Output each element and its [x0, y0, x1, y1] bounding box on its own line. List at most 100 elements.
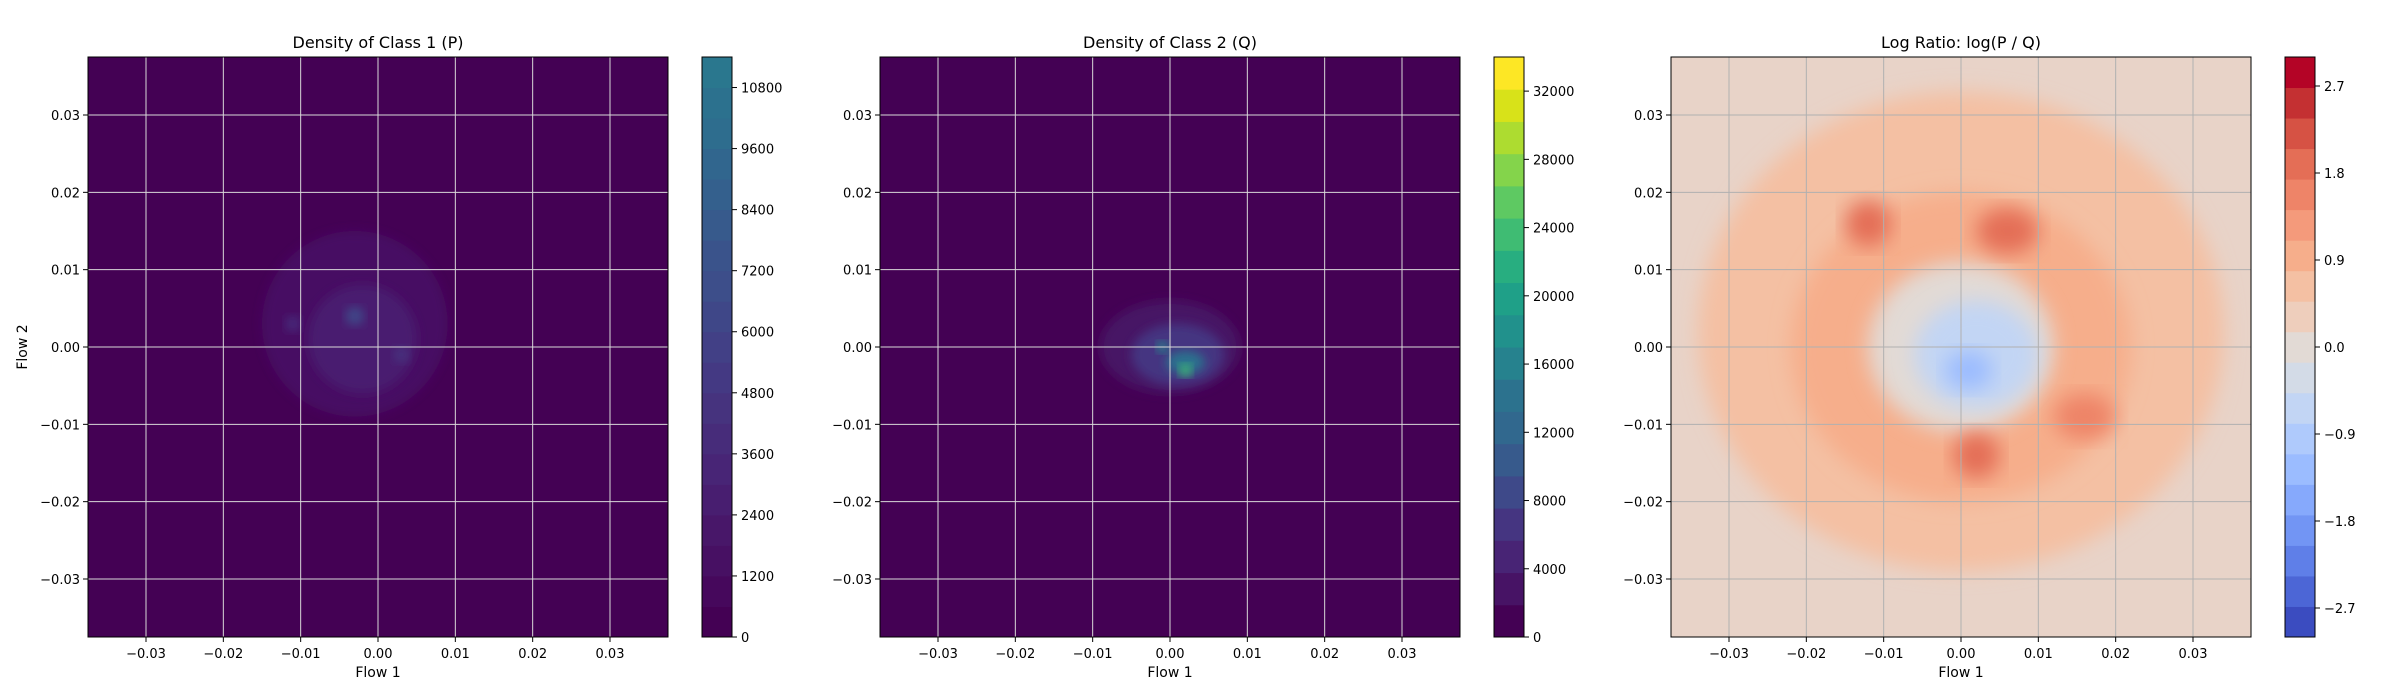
colorbar-band	[702, 87, 732, 119]
y-tick-label: 0.00	[51, 341, 80, 356]
y-tick-label: 0.01	[51, 264, 80, 279]
density-blob	[1945, 350, 1992, 390]
colorbar-band	[702, 514, 732, 546]
y-tick-label: −0.01	[40, 418, 80, 433]
chart-title: Log Ratio: log(P / Q)	[1881, 33, 2041, 52]
panel-density-p: Density of Class 1 (P) −0.03 −0.02 −0.01 0.…	[15, 33, 782, 681]
y-tick-label: −0.03	[832, 573, 872, 588]
colorbar: 0 4000 8000 12000 16000 20000 24000 28000 32000	[1493, 56, 1574, 646]
y-tick-label: 0.02	[51, 186, 80, 201]
colorbar-band	[2285, 57, 2315, 89]
x-tick-label: 0.02	[518, 647, 547, 662]
colorbar-tick-label: 8000	[1533, 495, 1566, 510]
colorbar-band	[1494, 314, 1524, 348]
colorbar-band	[1494, 443, 1524, 477]
colorbar-band	[1494, 604, 1524, 638]
colorbar-frame	[1493, 56, 1525, 638]
density-blob	[393, 347, 409, 363]
x-axis-label: Flow 1	[1938, 665, 1983, 681]
colorbar-band	[1494, 379, 1524, 412]
colorbar-tick-label: 28000	[1533, 153, 1574, 168]
x-axis-ticks: −0.03 −0.02 −0.01 0.00 0.01 0.02 0.03	[126, 637, 624, 662]
density-blob	[308, 285, 417, 394]
colorbar-tick-label: 7200	[741, 265, 774, 280]
y-tick-label: −0.03	[40, 573, 80, 588]
colorbar-band	[1494, 411, 1524, 445]
colorbar-band	[702, 57, 732, 89]
chart-title: Density of Class 2 (Q)	[1083, 33, 1257, 52]
colorbar-band	[1494, 250, 1524, 284]
x-tick-label: 0.03	[596, 647, 625, 662]
colorbar-band	[2285, 545, 2315, 577]
panel-log-ratio: Log Ratio: log(P / Q) −0.03 −0.02 −0.01 0.0…	[1623, 33, 2355, 681]
colorbar-band	[2285, 270, 2315, 302]
y-tick-label: 0.01	[1634, 264, 1663, 279]
density-blob	[1845, 200, 1892, 247]
colorbar-band	[702, 331, 732, 363]
density-field	[262, 230, 448, 417]
x-tick-label: −0.01	[281, 647, 321, 662]
x-tick-label: −0.02	[995, 647, 1035, 662]
colorbar-band	[702, 606, 732, 638]
chart-title: Density of Class 1 (P)	[293, 33, 464, 52]
colorbar-tick-label: 0.9	[2324, 254, 2345, 269]
x-tick-label: 0.01	[2024, 647, 2053, 662]
colorbar-tick-label: −2.7	[2324, 602, 2356, 617]
y-tick-label: 0.03	[51, 109, 80, 124]
colorbar-band	[2285, 87, 2315, 119]
density-blob	[2053, 393, 2116, 440]
colorbar-tick-label: 2400	[741, 509, 774, 524]
colorbar-tick-label: 1.8	[2324, 167, 2345, 182]
colorbar-band	[2285, 575, 2315, 607]
y-tick-label: −0.01	[1623, 418, 1663, 433]
colorbar-band	[702, 209, 732, 241]
y-axis-ticks: −0.03 −0.02 −0.01 0.00 0.01 0.02 0.03	[40, 109, 88, 588]
colorbar-tick-label: 0.0	[2324, 341, 2345, 356]
y-tick-label: −0.02	[832, 496, 872, 511]
colorbar-band	[1494, 475, 1524, 509]
x-axis-ticks: −0.03 −0.02 −0.01 0.00 0.01 0.02 0.03	[1709, 637, 2207, 662]
colorbar-tick-label: 1200	[741, 570, 774, 585]
colorbar-band	[1494, 508, 1524, 541]
density-blob	[1953, 432, 2000, 479]
colorbar-band	[1494, 218, 1524, 251]
y-tick-label: 0.03	[1634, 109, 1663, 124]
colorbar-band	[1494, 89, 1524, 122]
density-blob	[285, 316, 301, 332]
colorbar-tick-label: −0.9	[2324, 428, 2356, 443]
x-tick-label: −0.02	[1786, 647, 1826, 662]
colorbar-tick-label: 20000	[1533, 290, 1574, 305]
colorbar-band	[702, 423, 732, 455]
colorbar-band	[2285, 392, 2315, 424]
colorbar-tick-label: 2.7	[2324, 80, 2345, 95]
colorbar-tick-label: 8400	[741, 204, 774, 219]
colorbar-band	[702, 179, 732, 211]
x-tick-label: 0.01	[441, 647, 470, 662]
colorbar-tick-label: 9600	[741, 143, 774, 158]
colorbar-band	[2285, 240, 2315, 272]
x-tick-label: −0.03	[918, 647, 958, 662]
colorbar-band	[702, 240, 732, 272]
y-tick-label: 0.03	[843, 109, 872, 124]
y-tick-label: 0.00	[843, 341, 872, 356]
colorbar-tick-label: 4000	[1533, 563, 1566, 578]
density-blob	[1179, 364, 1192, 377]
y-tick-label: 0.01	[843, 264, 872, 279]
x-axis-ticks: −0.03 −0.02 −0.01 0.00 0.01 0.02 0.03	[918, 637, 1416, 662]
x-tick-label: 0.01	[1233, 647, 1262, 662]
colorbar-band	[2285, 484, 2315, 516]
colorbar-band	[1494, 540, 1524, 574]
x-tick-label: 0.02	[2101, 647, 2130, 662]
colorbar-tick-label: 4800	[741, 387, 774, 402]
colorbar-band	[702, 148, 732, 180]
x-axis-label: Flow 1	[1147, 665, 1192, 681]
y-tick-label: 0.00	[1634, 341, 1663, 356]
y-tick-label: 0.02	[1634, 186, 1663, 201]
colorbar-band	[702, 301, 732, 333]
y-tick-label: −0.01	[832, 418, 872, 433]
x-tick-label: −0.01	[1073, 647, 1113, 662]
colorbar-band	[702, 453, 732, 485]
colorbar-band	[2285, 301, 2315, 333]
colorbar-band	[702, 575, 732, 607]
